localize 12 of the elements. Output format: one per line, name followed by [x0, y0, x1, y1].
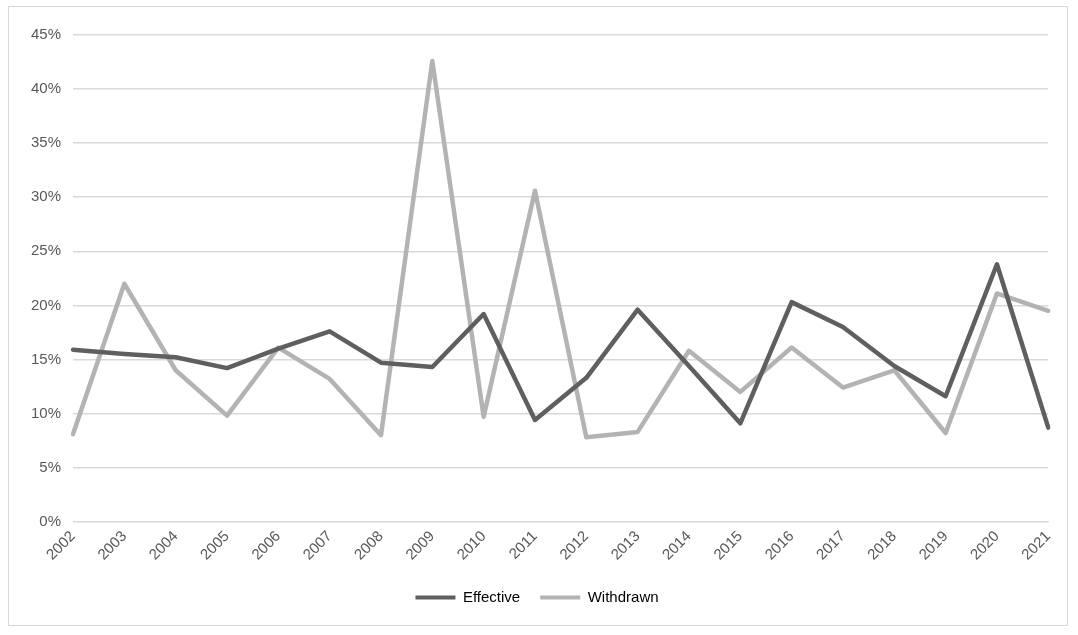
y-tick-label: 20%: [30, 295, 62, 313]
y-tick-label: 35%: [30, 133, 62, 151]
y-tick-label: 0%: [39, 511, 62, 529]
y-tick-label: 40%: [30, 79, 62, 97]
y-tick-label: 30%: [30, 187, 62, 205]
legend-label: Effective: [462, 587, 521, 605]
y-tick-label: 25%: [30, 241, 62, 259]
y-tick-label: 10%: [30, 403, 62, 421]
y-tick-label: 45%: [30, 25, 62, 43]
legend-label: Withdrawn: [587, 587, 659, 605]
y-tick-label: 5%: [39, 457, 62, 475]
y-tick-label: 15%: [30, 349, 62, 367]
